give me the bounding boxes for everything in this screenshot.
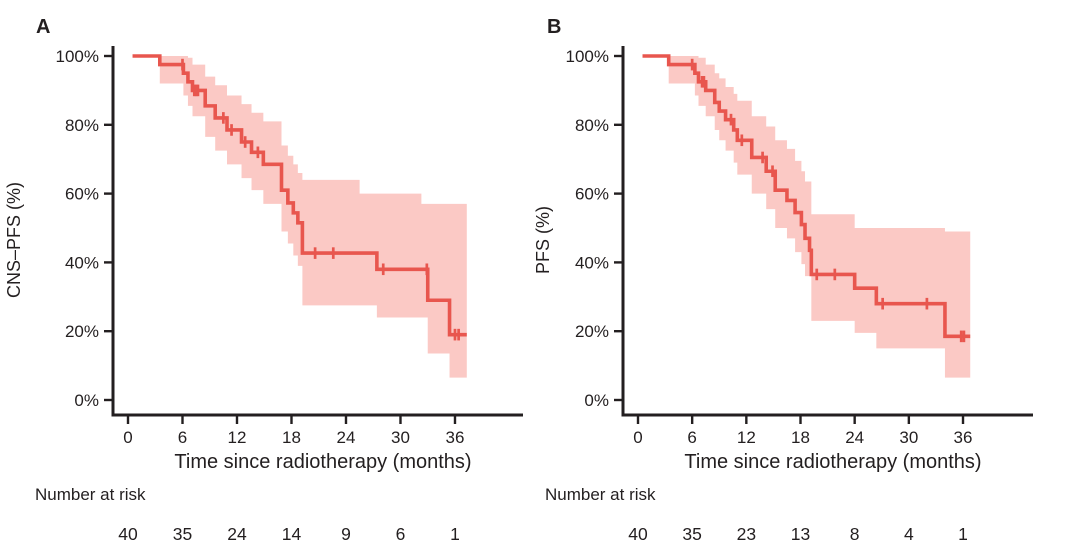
x-tick-label: 12 (737, 428, 756, 447)
y-axis-title: PFS (%) (533, 206, 553, 274)
y-tick-label: 80% (575, 116, 609, 135)
number-at-risk-value: 35 (682, 524, 701, 544)
x-tick-label: 36 (446, 428, 465, 447)
number-at-risk-value: 1 (450, 524, 460, 544)
number-at-risk-value: 6 (396, 524, 406, 544)
y-tick-label: 60% (575, 185, 609, 204)
censor-marks (181, 58, 460, 341)
number-at-risk-value: 40 (628, 524, 648, 544)
number-at-risk-value: 24 (227, 524, 247, 544)
number-at-risk-value: 13 (791, 524, 810, 544)
number-at-risk-value: 8 (850, 524, 860, 544)
y-tick-label: 100% (566, 47, 609, 66)
panel-label: B (547, 16, 561, 38)
x-tick-label: 18 (791, 428, 810, 447)
y-tick-label: 80% (65, 116, 99, 135)
confidence-band (668, 56, 971, 378)
number-at-risk-value: 40 (118, 524, 138, 544)
number-at-risk-row: 40 35 23 13 8 4 1 (628, 524, 968, 544)
y-tick-label: 20% (65, 322, 99, 341)
number-at-risk-value: 1 (958, 524, 968, 544)
y-tick-label: 40% (65, 253, 99, 272)
x-axis-title: Time since radiotherapy (months) (684, 451, 981, 473)
number-at-risk-value: 4 (904, 524, 914, 544)
confidence-band (159, 56, 467, 378)
x-tick-label: 12 (228, 428, 247, 447)
y-tick-label: 20% (575, 322, 609, 341)
y-axis-title: CNS–PFS (%) (4, 182, 24, 298)
km-panel-a: 0% 20% 40% 60% 80% 100% 0 6 12 18 24 30 36 A Time sinc… (4, 16, 523, 544)
panel-label: A (36, 16, 50, 38)
censor-marks (690, 58, 966, 343)
y-tick-label: 100% (56, 47, 99, 66)
y-tick-label: 0% (584, 391, 609, 410)
number-at-risk-label: Number at risk (35, 485, 146, 504)
survival-curve (642, 54, 971, 339)
x-axis-title: Time since radiotherapy (months) (174, 451, 471, 473)
number-at-risk-value: 23 (737, 524, 756, 544)
y-tick-label: 40% (575, 253, 609, 272)
x-tick-label: 0 (123, 428, 132, 447)
number-at-risk-label: Number at risk (545, 485, 656, 504)
x-tick-label: 36 (954, 428, 973, 447)
x-tick-label: 6 (687, 428, 696, 447)
x-tick-label: 30 (391, 428, 410, 447)
x-tick-label: 18 (282, 428, 301, 447)
x-tick-label: 30 (899, 428, 918, 447)
number-at-risk-value: 35 (173, 524, 192, 544)
x-tick-label: 24 (337, 428, 356, 447)
x-tick-label: 6 (178, 428, 187, 447)
x-tick-label: 0 (633, 428, 642, 447)
number-at-risk-value: 9 (341, 524, 351, 544)
x-tick-label: 24 (845, 428, 864, 447)
number-at-risk-value: 14 (282, 524, 302, 544)
number-at-risk-row: 40 35 24 14 9 6 1 (118, 524, 460, 544)
y-tick-label: 0% (74, 391, 99, 410)
y-tick-label: 60% (65, 185, 99, 204)
